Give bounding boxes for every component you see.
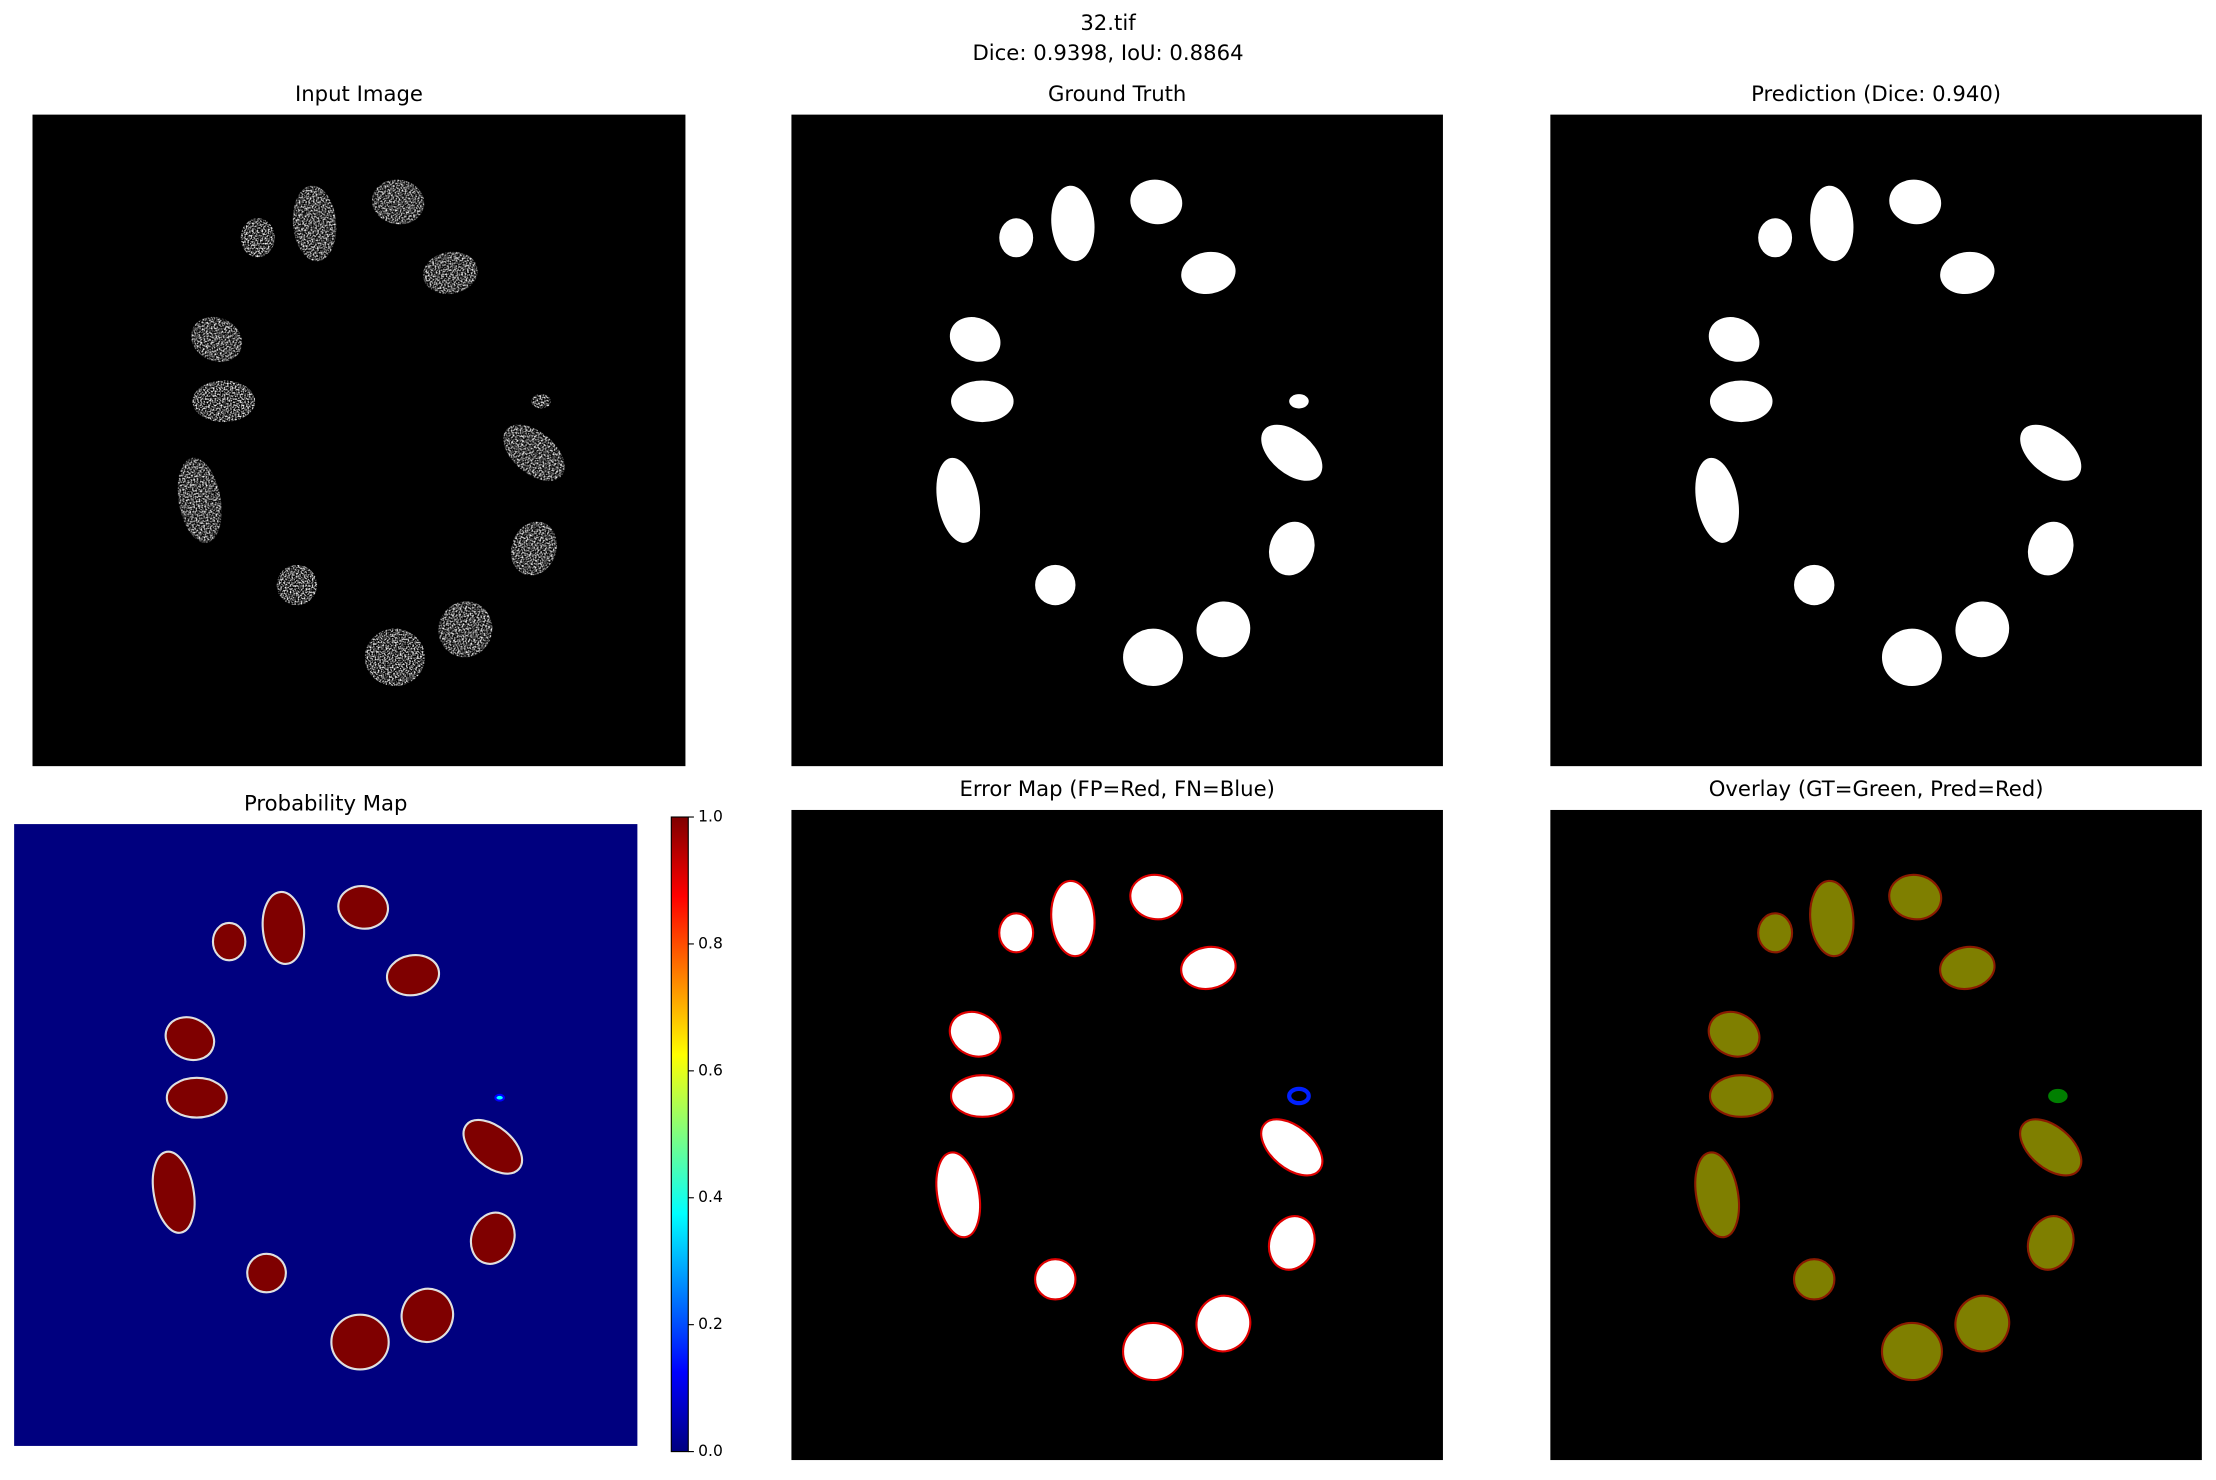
colorbar-tick-label: 1.0 (698, 808, 723, 826)
nucleus (1758, 218, 1793, 258)
panel-image (1550, 809, 2202, 1461)
nucleus (423, 251, 478, 295)
nucleus (1955, 601, 2010, 658)
nucleus (1954, 1294, 2011, 1353)
nucleus (1708, 1074, 1774, 1118)
nucleus (503, 424, 565, 481)
nucleus (177, 457, 222, 543)
nucleus (951, 380, 1014, 423)
nucleus (2019, 1118, 2083, 1177)
nucleus (1709, 380, 1773, 423)
panel-image (1550, 114, 2202, 767)
nucleus (999, 218, 1034, 258)
nucleus (949, 317, 1001, 362)
nucleus (1880, 1321, 1943, 1382)
nucleus (1268, 521, 1315, 576)
nucleus (948, 1010, 1002, 1058)
panel-title: Prediction (Dice: 0.940) (1751, 81, 2001, 106)
nucleus (240, 218, 275, 258)
panel-title: Input Image (295, 81, 423, 106)
nucleus (1180, 945, 1237, 991)
nucleus (330, 1313, 390, 1371)
nucleus (511, 521, 557, 576)
colorbar-tick-label: 0.2 (698, 1315, 723, 1333)
nucleus (1051, 185, 1095, 262)
nucleus (1757, 912, 1794, 954)
nucleus (1708, 317, 1760, 362)
nucleus (1792, 1258, 1836, 1301)
nucleus (1694, 1151, 1741, 1239)
nucleus (1695, 457, 1739, 543)
nucleus (400, 1287, 455, 1344)
nucleus (2026, 1215, 2075, 1271)
nucleus (1267, 1215, 1316, 1271)
nucleus (276, 564, 318, 606)
nucleus (1130, 179, 1183, 225)
nucleus (2048, 1088, 2068, 1104)
panel-image (791, 114, 1443, 767)
nucleus (2027, 521, 2074, 576)
nucleus (2020, 424, 2082, 481)
panel-image (14, 824, 638, 1446)
nucleus (1809, 879, 1855, 958)
nucleus (1181, 251, 1236, 295)
nucleus (1129, 873, 1184, 921)
nucleus (936, 457, 981, 543)
nucleus (531, 394, 551, 409)
nucleus (1195, 1294, 1252, 1353)
nucleus (1889, 179, 1942, 225)
nucleus (211, 921, 247, 962)
nucleus (998, 912, 1035, 954)
nucleus (1888, 873, 1943, 921)
nucleus (261, 890, 306, 965)
panel-title: Overlay (GT=Green, Pred=Red) (1709, 776, 2044, 801)
nucleus (1939, 945, 1996, 991)
nucleus (469, 1211, 516, 1265)
panel-image (791, 809, 1443, 1461)
nucleus (385, 954, 441, 997)
panel-title: Ground Truth (1048, 81, 1186, 106)
nucleus (1261, 424, 1323, 481)
nucleus (438, 601, 493, 658)
nucleus (1050, 879, 1096, 958)
nucleus (1196, 601, 1251, 658)
nucleus (1940, 251, 1995, 295)
nucleus (1121, 1321, 1185, 1382)
figure-title: 32.tif (1080, 10, 1136, 35)
nucleus (1707, 1010, 1761, 1058)
colorbar-tick-label: 0.0 (698, 1442, 723, 1460)
nucleus (337, 885, 390, 930)
nucleus (494, 1093, 505, 1102)
nucleus (935, 1151, 982, 1239)
nucleus (165, 1076, 228, 1119)
figure-subtitle: Dice: 0.9398, IoU: 0.8864 (972, 40, 1243, 65)
nucleus (1123, 628, 1183, 687)
nucleus (1810, 185, 1854, 262)
nucleus (151, 1150, 196, 1234)
nucleus (191, 317, 242, 362)
nucleus (1035, 564, 1076, 606)
nucleus (462, 1118, 524, 1175)
nucleus (1794, 564, 1835, 606)
nucleus (292, 185, 337, 262)
nucleus (1881, 628, 1942, 687)
nucleus (246, 1252, 287, 1294)
nucleus (1034, 1258, 1077, 1301)
colorbar-tick-label: 0.6 (698, 1061, 723, 1079)
nucleus (372, 179, 425, 225)
panel-title: Probability Map (244, 790, 407, 815)
nucleus (364, 628, 425, 687)
nucleus (1287, 1086, 1311, 1106)
panel-image (32, 114, 686, 767)
colorbar-tick-label: 0.8 (698, 934, 723, 952)
nucleus (949, 1074, 1015, 1118)
colorbar (670, 816, 689, 1453)
panel-title: Error Map (FP=Red, FN=Blue) (959, 776, 1274, 801)
nucleus (192, 380, 256, 423)
colorbar-tick-label: 0.4 (698, 1188, 723, 1206)
nucleus (164, 1016, 216, 1062)
nucleus (1260, 1118, 1324, 1177)
nucleus (1289, 394, 1309, 409)
